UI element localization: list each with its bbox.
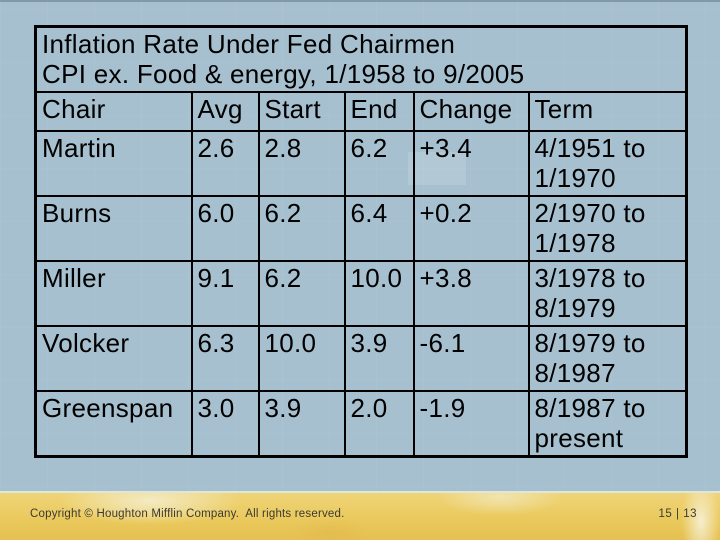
cell-avg: 2.6 [190, 130, 260, 197]
cell-change: +3.8 [412, 260, 530, 327]
cell-term: 2/1970 to 1/1978 [527, 195, 688, 262]
footer-map-strip: Copyright © Houghton Mifflin Company. Al… [0, 491, 720, 540]
table-row-miller: Miller 9.1 6.2 10.0 +3.8 3/1978 to 8/197… [34, 260, 688, 327]
cell-change: -6.1 [412, 325, 530, 392]
table-title-cell: Inflation Rate Under Fed Chairmen CPI ex… [34, 25, 688, 93]
cell-term: 3/1978 to 8/1979 [527, 260, 688, 327]
cell-chair: Greenspan [34, 390, 193, 458]
slide-top-edge [0, 0, 720, 2]
cell-chair: Martin [34, 130, 193, 197]
cell-avg: 9.1 [190, 260, 260, 327]
header-start: Start [257, 91, 346, 132]
copyright-text: Copyright © Houghton Mifflin Company. Al… [30, 508, 345, 520]
slide-title-line2: CPI ex. Food & energy, 1/1958 to 9/2005 [42, 59, 525, 89]
cell-term: 8/1987 to present [527, 390, 688, 458]
header-chair: Chair [34, 91, 193, 132]
table-header-row: Chair Avg Start End Change Term [34, 91, 688, 132]
cell-end: 6.2 [343, 130, 415, 197]
cell-start: 3.9 [257, 390, 346, 458]
cell-avg: 6.0 [190, 195, 260, 262]
header-change: Change [412, 91, 530, 132]
cell-end: 2.0 [343, 390, 415, 458]
table-title-row: Inflation Rate Under Fed Chairmen CPI ex… [34, 25, 688, 93]
header-avg: Avg [190, 91, 260, 132]
cell-end: 6.4 [343, 195, 415, 262]
table-row-martin: Martin 2.6 2.8 6.2 +3.4 4/1951 to 1/1970 [34, 130, 688, 197]
slide-title-line1: Inflation Rate Under Fed Chairmen [42, 29, 456, 59]
table-row-greenspan: Greenspan 3.0 3.9 2.0 -1.9 8/1987 to pre… [34, 390, 688, 458]
table-row-volcker: Volcker 6.3 10.0 3.9 -6.1 8/1979 to 8/19… [34, 325, 688, 392]
cell-end: 3.9 [343, 325, 415, 392]
cell-start: 2.8 [257, 130, 346, 197]
cell-change: +0.2 [412, 195, 530, 262]
cell-term: 4/1951 to 1/1970 [527, 130, 688, 197]
cell-start: 10.0 [257, 325, 346, 392]
cell-start: 6.2 [257, 195, 346, 262]
cell-chair: Volcker [34, 325, 193, 392]
inflation-table: Inflation Rate Under Fed Chairmen CPI ex… [34, 25, 689, 458]
cell-term: 8/1979 to 8/1987 [527, 325, 688, 392]
cell-change: -1.9 [412, 390, 530, 458]
cell-end: 10.0 [343, 260, 415, 327]
cell-start: 6.2 [257, 260, 346, 327]
cell-chair: Miller [34, 260, 193, 327]
cell-avg: 6.3 [190, 325, 260, 392]
cell-change: +3.4 [412, 130, 530, 197]
header-end: End [343, 91, 415, 132]
cell-chair: Burns [34, 195, 193, 262]
table-row-burns: Burns 6.0 6.2 6.4 +0.2 2/1970 to 1/1978 [34, 195, 688, 262]
header-term: Term [527, 91, 688, 132]
cell-avg: 3.0 [190, 390, 260, 458]
page-number: 15 | 13 [658, 508, 697, 520]
